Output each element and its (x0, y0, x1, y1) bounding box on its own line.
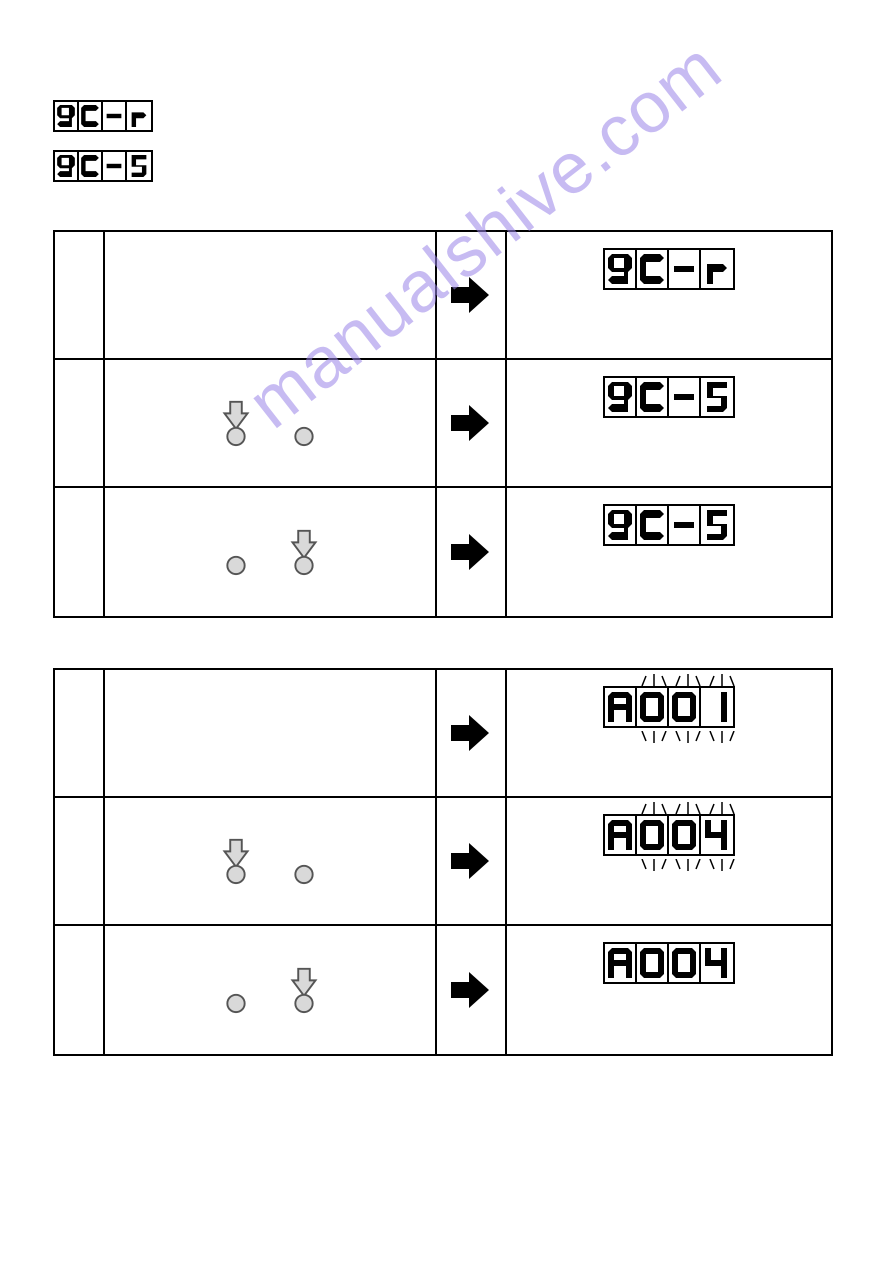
row-number-cell (55, 488, 105, 616)
lcd-cell (669, 816, 701, 854)
button-pair (222, 398, 318, 448)
result-cell (507, 232, 831, 358)
button-pair (222, 836, 318, 886)
lcd-display (603, 248, 735, 290)
table-row (55, 798, 831, 926)
result-cell (507, 926, 831, 1054)
lcd-cell (637, 816, 669, 854)
lcd-cell (127, 152, 151, 180)
arrow-cell (437, 232, 507, 358)
table-2 (53, 668, 833, 1056)
lcd-cell (605, 688, 637, 726)
arrow-right-icon (451, 403, 491, 443)
lcd-cell (637, 506, 669, 544)
row-number-cell (55, 798, 105, 924)
button-icon (222, 965, 250, 1015)
lcd-cell (79, 152, 103, 180)
action-cell (105, 926, 437, 1054)
lcd-cell (605, 944, 637, 982)
lcd-display (603, 686, 735, 728)
header-display-1 (53, 100, 153, 132)
lcd-cell (701, 506, 733, 544)
lcd-cell (55, 102, 79, 130)
table-1 (53, 230, 833, 618)
lcd-cell (605, 378, 637, 416)
lcd-cell (637, 250, 669, 288)
arrow-cell (437, 670, 507, 796)
arrow-cell (437, 360, 507, 486)
button-icon (290, 836, 318, 886)
result-cell (507, 488, 831, 616)
lcd-cell (701, 816, 733, 854)
lcd-cell (701, 250, 733, 288)
result-cell (507, 798, 831, 924)
lcd-display (603, 504, 735, 546)
page: manualshive.com (53, 100, 833, 1056)
lcd-cell (637, 378, 669, 416)
arrow-cell (437, 926, 507, 1054)
button-pressed-icon (222, 398, 250, 448)
lcd-cell (701, 688, 733, 726)
action-cell (105, 360, 437, 486)
action-cell (105, 488, 437, 616)
button-icon (290, 398, 318, 448)
lcd-cell (669, 506, 701, 544)
arrow-cell (437, 488, 507, 616)
lcd-cell (103, 102, 127, 130)
result-cell (507, 670, 831, 796)
arrow-right-icon (451, 713, 491, 753)
arrow-right-icon (451, 841, 491, 881)
lcd-cell (127, 102, 151, 130)
button-pair (222, 965, 318, 1015)
result-cell (507, 360, 831, 486)
arrow-cell (437, 798, 507, 924)
header-displays (53, 100, 833, 200)
lcd-cell (669, 944, 701, 982)
action-cell (105, 798, 437, 924)
header-display-2 (53, 150, 153, 182)
table-row (55, 488, 831, 616)
lcd-cell (55, 152, 79, 180)
action-cell (105, 670, 437, 796)
lcd-cell (669, 250, 701, 288)
lcd-cell (669, 378, 701, 416)
table-row (55, 926, 831, 1054)
lcd-cell (701, 378, 733, 416)
lcd-cell (605, 816, 637, 854)
lcd-cell (637, 688, 669, 726)
action-cell (105, 232, 437, 358)
lcd-cell (701, 944, 733, 982)
lcd-cell (103, 152, 127, 180)
row-number-cell (55, 926, 105, 1054)
table-row (55, 360, 831, 488)
row-number-cell (55, 670, 105, 796)
lcd-cell (605, 506, 637, 544)
lcd-cell (605, 250, 637, 288)
button-pressed-icon (290, 965, 318, 1015)
arrow-right-icon (451, 275, 491, 315)
lcd-cell (669, 688, 701, 726)
lcd-display (603, 942, 735, 984)
arrow-right-icon (451, 532, 491, 572)
button-pair (222, 527, 318, 577)
lcd-display (603, 376, 735, 418)
table-row (55, 670, 831, 798)
table-row (55, 232, 831, 360)
button-icon (222, 527, 250, 577)
row-number-cell (55, 232, 105, 358)
lcd-cell (79, 102, 103, 130)
button-pressed-icon (222, 836, 250, 886)
button-pressed-icon (290, 527, 318, 577)
row-number-cell (55, 360, 105, 486)
arrow-right-icon (451, 970, 491, 1010)
lcd-display (603, 814, 735, 856)
lcd-cell (637, 944, 669, 982)
